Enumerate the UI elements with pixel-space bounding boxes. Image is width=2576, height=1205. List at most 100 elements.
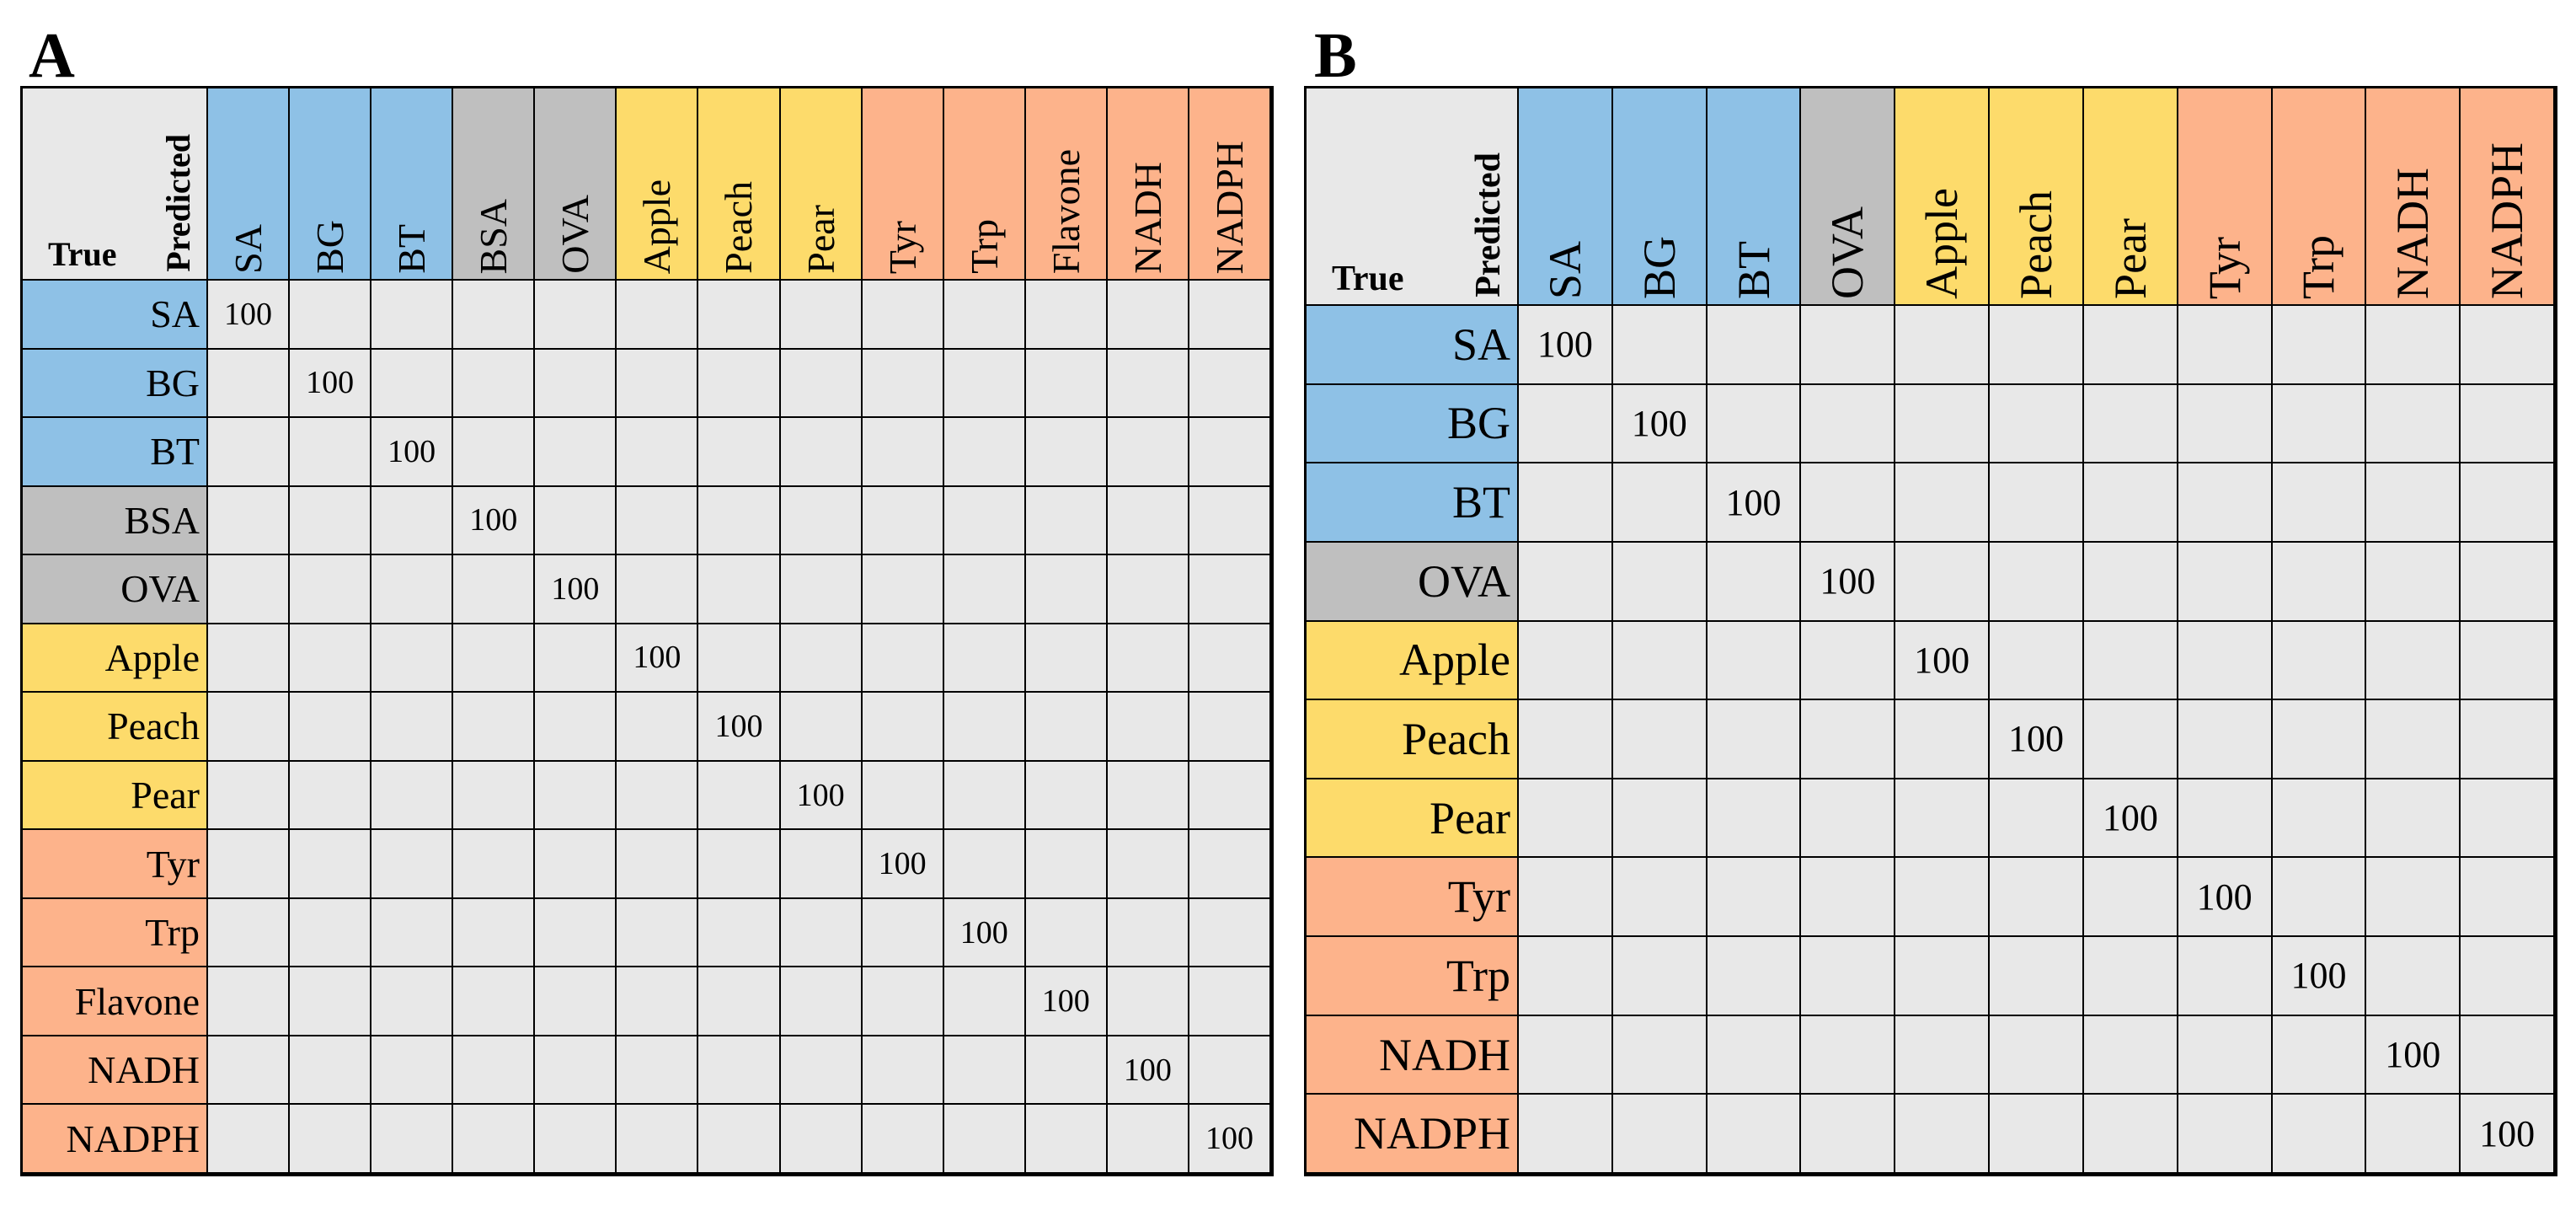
matrix-cell (1707, 384, 1802, 464)
matrix-cell (1025, 281, 1108, 350)
column-header-label: OVA (553, 195, 597, 274)
matrix-cell (617, 281, 699, 350)
matrix-cell (535, 624, 617, 694)
matrix-cell (2178, 1095, 2273, 1174)
matrix-cell (1189, 1036, 1271, 1106)
matrix-cell (2178, 306, 2273, 385)
matrix-cell (208, 624, 291, 694)
matrix-cell (1801, 779, 1896, 859)
column-header: SA (1519, 88, 1613, 306)
matrix-cell (943, 1036, 1026, 1106)
matrix-cell (1895, 463, 1991, 543)
matrix-cell: 100 (453, 486, 536, 556)
matrix-cell (2461, 700, 2555, 779)
matrix-cell (453, 761, 536, 831)
confusion-matrix-b: True Predicted SA BG BT OVA Apple Peach Pear Tyr T… (1304, 86, 2557, 1176)
matrix-cell (2272, 384, 2367, 464)
matrix-cell (1025, 761, 1108, 831)
corner-predicted-label: Predicted (159, 134, 197, 272)
column-header-label: NADH (2387, 168, 2439, 299)
matrix-cell (208, 693, 291, 762)
matrix-cell (535, 349, 617, 419)
matrix-cell (1025, 693, 1108, 762)
matrix-cell (535, 1036, 617, 1106)
matrix-cell (2272, 700, 2367, 779)
matrix-cell (1990, 384, 2084, 464)
matrix-cell (698, 555, 781, 624)
matrix-cell (1107, 624, 1189, 694)
matrix-cell (862, 486, 944, 556)
matrix-cell (290, 486, 372, 556)
matrix-cell (1707, 700, 1802, 779)
matrix-cell (698, 418, 781, 487)
matrix-cell (943, 761, 1026, 831)
matrix-cell (371, 349, 454, 419)
matrix-cell (2461, 542, 2555, 622)
matrix-cell (1025, 1036, 1108, 1106)
matrix-cell (535, 693, 617, 762)
row-header: Peach (1307, 700, 1519, 779)
matrix-cell (290, 281, 372, 350)
matrix-cell (208, 761, 291, 831)
matrix-cell: 100 (535, 555, 617, 624)
matrix-cell (943, 281, 1026, 350)
matrix-cell: 100 (2178, 858, 2273, 938)
matrix-cell: 100 (1707, 463, 1802, 543)
matrix-cell (862, 898, 944, 968)
column-header-label: BG (1633, 235, 1685, 299)
matrix-cell: 100 (862, 830, 944, 899)
matrix-cell (453, 693, 536, 762)
panel-label-a: A (29, 20, 75, 91)
column-header: NADH (1107, 88, 1189, 281)
matrix-cell (1801, 621, 1896, 701)
matrix-cell (1519, 384, 1613, 464)
matrix-cell (2178, 384, 2273, 464)
matrix-cell (2366, 858, 2461, 938)
matrix-cell (371, 693, 454, 762)
row-header: NADPH (1307, 1095, 1519, 1174)
cell-value-label: 100 (2290, 955, 2347, 997)
cell-value-label: 100 (959, 914, 1008, 951)
matrix-cell: 100 (1189, 1105, 1271, 1174)
row-header-label: NADH (88, 1048, 200, 1092)
cell-value-label: 100 (633, 640, 681, 676)
matrix-cell (290, 1036, 372, 1106)
matrix-cell (2366, 779, 2461, 859)
matrix-cell (1612, 621, 1708, 701)
matrix-cell: 100 (780, 761, 863, 831)
row-header: Pear (1307, 779, 1519, 859)
cell-value-label: 100 (2385, 1034, 2441, 1076)
matrix-cell (2178, 779, 2273, 859)
matrix-cell (2272, 306, 2367, 385)
matrix-cell (453, 830, 536, 899)
matrix-cell (1025, 624, 1108, 694)
row-header-label: Peach (1402, 713, 1510, 764)
row-header-label: BT (150, 430, 200, 474)
matrix-cell (780, 486, 863, 556)
matrix-cell (2366, 1095, 2461, 1174)
matrix-cell (2083, 463, 2178, 543)
matrix-cell (371, 830, 454, 899)
matrix-cell (698, 624, 781, 694)
cell-value-label: 100 (1725, 481, 1782, 523)
matrix-corner: True Predicted (23, 88, 208, 281)
matrix-cell: 100 (1612, 384, 1708, 464)
column-header-label: Apple (1916, 188, 1968, 299)
row-header-label: BSA (124, 498, 200, 542)
row-header: OVA (23, 555, 208, 624)
matrix-cell (535, 281, 617, 350)
cell-value-label: 100 (1914, 639, 1970, 681)
matrix-cell (1990, 542, 2084, 622)
matrix-cell: 100 (1107, 1036, 1189, 1106)
column-header-label: BT (390, 224, 434, 274)
column-header: Peach (698, 88, 781, 281)
matrix-cell (698, 486, 781, 556)
matrix-cell (371, 1036, 454, 1106)
row-header-label: Pear (131, 774, 200, 817)
matrix-cell (208, 418, 291, 487)
matrix-cell (2461, 306, 2555, 385)
row-header: BT (23, 418, 208, 487)
matrix-cell (371, 1105, 454, 1174)
cell-value-label: 100 (796, 777, 845, 813)
matrix-cell (1895, 779, 1991, 859)
